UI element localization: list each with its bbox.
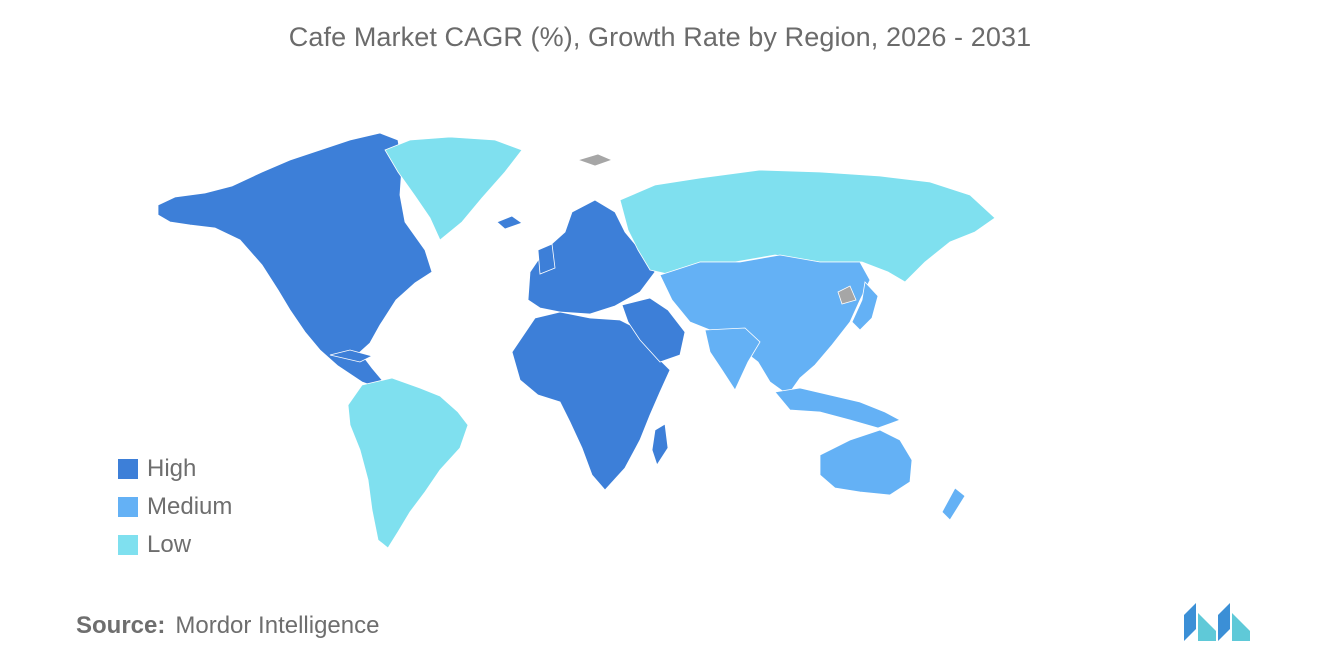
legend-label-high: High — [147, 455, 197, 482]
legend-swatch-medium — [118, 497, 138, 517]
region-asia-pacific — [659, 254, 871, 396]
source-value: Mordor Intelligence — [175, 612, 380, 639]
region-india — [704, 327, 761, 391]
region-japan — [851, 281, 879, 331]
legend-label-medium: Medium — [147, 493, 233, 520]
region-no-data — [576, 153, 614, 167]
region-south-america — [347, 377, 469, 549]
source-note: Source: Mordor Intelligence — [76, 612, 379, 640]
chart-title: Cafe Market CAGR (%), Growth Rate by Reg… — [288, 22, 1032, 52]
source-label: Source: — [76, 612, 166, 639]
region-north-america — [157, 132, 433, 393]
region-europe — [527, 199, 656, 315]
legend-item-high: High — [118, 450, 232, 488]
legend-swatch-low — [118, 535, 138, 555]
region-new-zealand — [941, 487, 966, 521]
region-uk — [537, 243, 556, 275]
region-africa — [511, 311, 671, 491]
mordor-intelligence-logo — [1184, 603, 1250, 641]
legend-label-low: Low — [147, 531, 192, 558]
region-greenland — [384, 136, 523, 241]
region-no-data — [837, 285, 857, 305]
region-north-america — [329, 349, 374, 363]
legend-item-medium: Medium — [118, 488, 232, 526]
legend-item-low: Low — [118, 526, 232, 564]
region-australia — [819, 429, 913, 496]
region-madagascar — [651, 423, 669, 466]
region-iceland — [496, 215, 523, 230]
region-middle-east — [621, 297, 686, 363]
region-southeast-asia — [774, 387, 901, 429]
legend-swatch-high — [118, 459, 138, 479]
map-legend: High Medium Low — [118, 450, 232, 564]
